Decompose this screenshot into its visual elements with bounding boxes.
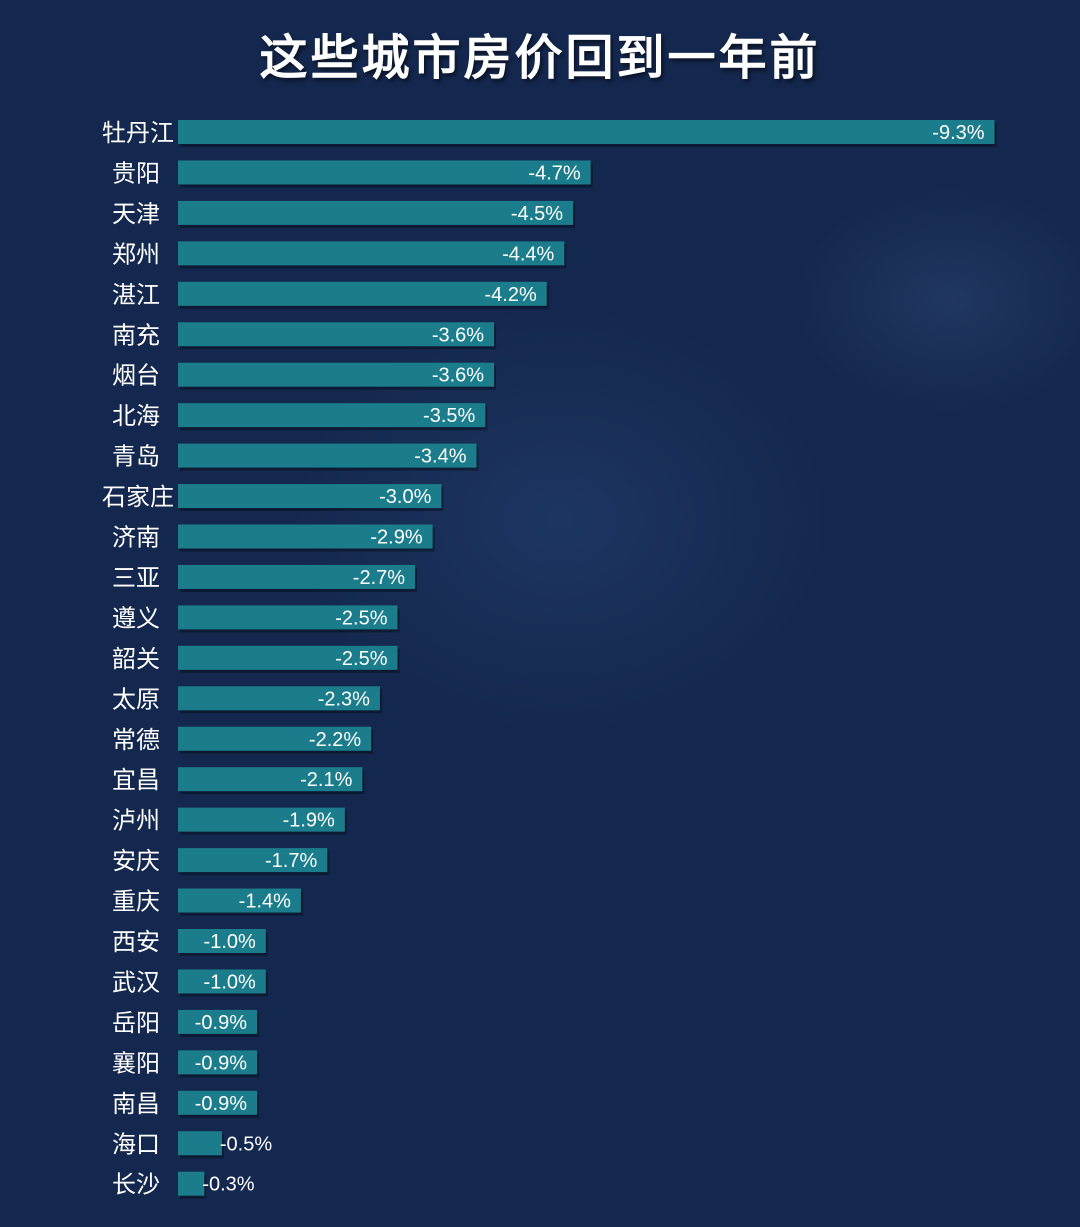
bar [178, 322, 495, 347]
category-label: 海口 [112, 1130, 160, 1158]
value-label: -2.1% [300, 769, 352, 791]
bar [178, 564, 416, 589]
category-label: 遵义 [112, 604, 160, 632]
category-label: 韶关 [112, 645, 160, 673]
bar [178, 848, 328, 873]
category-label: 安庆 [112, 847, 160, 875]
bar [178, 969, 266, 994]
bar [178, 484, 442, 509]
bar [178, 726, 372, 751]
value-label: -0.3% [202, 1174, 254, 1196]
bar [178, 1131, 222, 1156]
value-label: -3.6% [432, 365, 484, 387]
value-label: -0.9% [195, 1052, 247, 1074]
category-label: 贵阳 [112, 159, 160, 187]
category-label: 烟台 [112, 362, 160, 390]
value-label: -0.9% [195, 1012, 247, 1034]
value-label: -9.3% [932, 122, 984, 144]
value-label: -1.0% [204, 971, 256, 993]
category-label: 重庆 [112, 888, 160, 916]
category-label: 牡丹江 [102, 119, 174, 147]
bar [178, 1171, 205, 1196]
value-label: -4.4% [502, 243, 554, 265]
bar [178, 645, 398, 670]
bar [178, 524, 433, 549]
value-label: -3.4% [414, 446, 466, 468]
category-label: 太原 [112, 685, 160, 713]
category-label: 天津 [112, 200, 160, 228]
category-label: 青岛 [112, 443, 160, 471]
bar [178, 403, 486, 428]
bar [178, 120, 995, 144]
value-label: -3.0% [379, 486, 431, 508]
bar [178, 200, 574, 225]
category-label: 南充 [112, 321, 160, 349]
category-label: 泸州 [112, 807, 160, 835]
category-label: 南昌 [112, 1090, 160, 1118]
value-label: -2.3% [318, 688, 370, 710]
value-label: -2.9% [370, 527, 422, 549]
category-label: 三亚 [112, 564, 160, 592]
value-label: -0.5% [220, 1133, 272, 1155]
bar [178, 1009, 258, 1034]
category-label: 宜昌 [112, 766, 160, 794]
category-label: 济南 [112, 524, 160, 552]
value-label: -0.9% [195, 1093, 247, 1115]
bar [178, 767, 363, 792]
value-label: -4.7% [528, 162, 580, 184]
value-label: -4.5% [511, 203, 563, 225]
value-label: -2.2% [309, 729, 361, 751]
category-label: 岳阳 [112, 1009, 160, 1037]
bar [178, 807, 345, 832]
category-label: 湛江 [112, 281, 160, 309]
bar [178, 605, 398, 630]
bar [178, 160, 591, 185]
category-label: 北海 [112, 402, 160, 430]
value-label: -2.7% [353, 567, 405, 589]
bar [178, 281, 547, 306]
value-label: -2.5% [335, 607, 387, 629]
value-label: -1.7% [265, 850, 317, 872]
value-label: -3.5% [423, 405, 475, 427]
category-label: 武汉 [112, 968, 160, 996]
value-label: -2.5% [335, 648, 387, 670]
chart-title: 这些城市房价回到一年前 [259, 30, 821, 86]
bar [178, 686, 380, 711]
bar [178, 1050, 258, 1075]
category-label: 石家庄 [102, 483, 174, 511]
value-label: -1.9% [283, 810, 335, 832]
bar [178, 241, 565, 266]
value-label: -4.2% [485, 284, 537, 306]
category-label: 长沙 [112, 1171, 160, 1199]
bar [178, 362, 495, 387]
category-label: 常德 [112, 726, 160, 754]
value-label: -1.4% [239, 891, 291, 913]
category-label: 郑州 [112, 240, 160, 268]
bar [178, 888, 301, 913]
bar [178, 1090, 258, 1115]
bar [178, 443, 477, 468]
category-label: 西安 [112, 928, 160, 956]
bar [178, 929, 266, 953]
category-label: 襄阳 [112, 1049, 160, 1077]
value-label: -3.6% [432, 324, 484, 346]
value-label: -1.0% [204, 931, 256, 953]
